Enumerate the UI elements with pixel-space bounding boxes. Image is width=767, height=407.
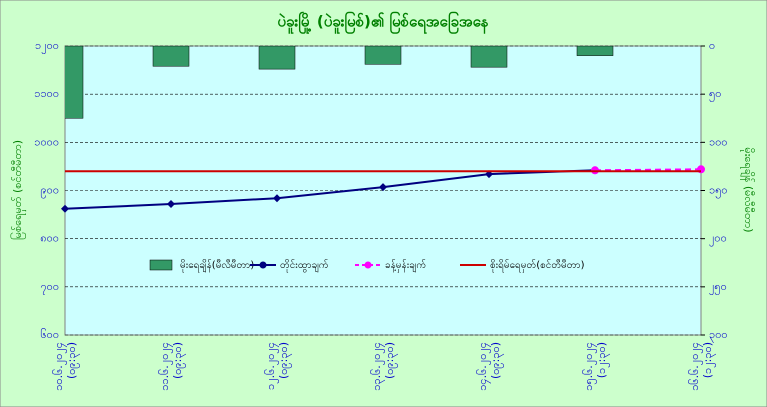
y-tick-label: ၈၀၀ [40,232,59,245]
point [379,183,387,192]
y2-axis-label: မိုးရေချိန် (မီလီမီတာ) [740,147,755,232]
y-tick-label: ၁၀၀၀ [34,135,59,148]
point [167,199,175,208]
x-tick-label: ၁၃.၆.၂၀၂၄(၀၉:၃၀) [370,342,398,391]
x-tick-label: ၁၆.၆.၂၀၂၄(၁၂:၃၀) [688,342,716,391]
y2-tick-label: ၃၀၀ [709,328,728,343]
y-tick-label: ၉၀၀ [40,184,59,199]
x-tick-label: ၁၄.၆.၂၀၂၄(၀၉:၃၀) [476,342,504,391]
y2-tick-label: ၂၅၀ [709,280,727,295]
y-tick-label: ၇၀၀ [40,280,59,295]
point [273,194,281,203]
x-tick-label: ၁၀.၆.၂၀၂၄(၀၉:၃၀) [52,342,80,391]
y2-tick-label: ၁၅၀ [709,184,728,199]
legend-swatch [149,259,173,271]
x-tick-label: ၁၂.၆.၂၀၂၄(၀၉:၃၀) [264,342,292,390]
y-tick-label: ၆၀၀ [40,328,59,341]
legend-box [146,254,626,276]
line [64,169,596,210]
rain-bar [65,46,84,119]
y-axis-label: မြစ်ရေမှတ် (စင်တီမီတာ) [10,140,26,240]
x-tick-label: ၁၅.၆.၂၀၂၄(၁၂:၃၀) [582,342,610,391]
legend-label: မိုးရေချိန်(မီလီမီတာ) [180,258,254,273]
y-tick-label: ၁၁၀၀ [34,87,59,100]
y2-tick-label: ၅၀ [709,87,721,102]
rain-bar [364,46,402,65]
y-tick-label: ၁၂၀၀ [35,39,59,54]
legend-label: တိုင်းထွာချက် [280,258,329,273]
point [61,204,69,213]
y2-tick-label: ၀ [709,39,715,52]
plot-clip [65,46,614,119]
legend-label: ခန့်မှန်းချက် [385,258,426,273]
y2-tick-label: ၁၀၀ [709,135,728,148]
rain-bar [576,46,614,56]
legend-marker [259,261,267,269]
rain-bar [258,46,296,70]
y2-tick-label: ၂၀၀ [709,232,727,247]
legend-label: စိုးရိမ်ရေမှတ်(စင်တီမီတာ) [490,258,585,273]
legend-marker [364,261,372,269]
rain-bar [152,46,190,67]
x-tick-label: ၁၁.၆.၂၀၂၄(၀၉:၃၀) [158,342,186,391]
line [594,168,702,172]
rain-bar [470,46,508,68]
